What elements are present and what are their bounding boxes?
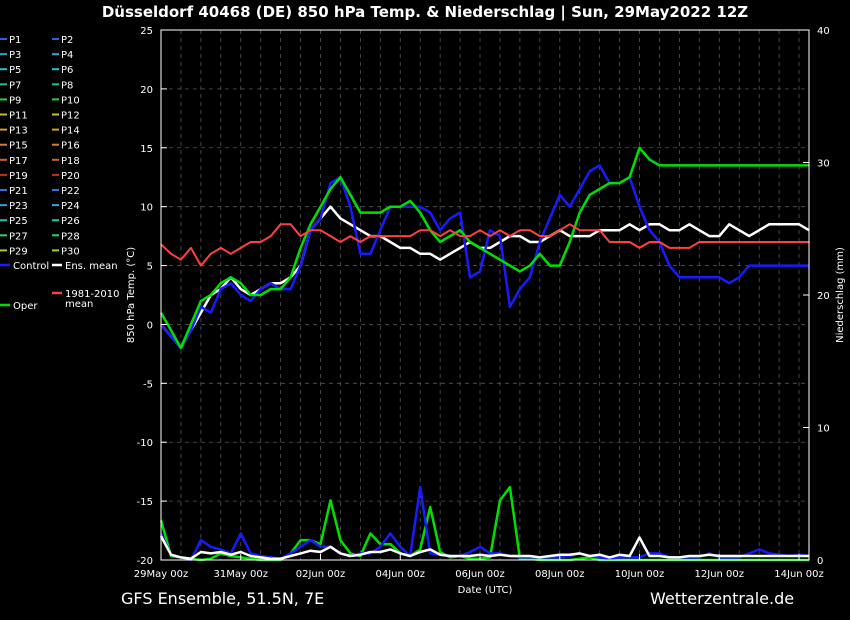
x-axis-label: Date (UTC)	[458, 585, 513, 596]
legend-label: P21	[9, 186, 28, 197]
y-tick-label: 15	[140, 144, 153, 155]
legend-label: P19	[9, 171, 28, 182]
x-tick-label: 14Jun 00z	[774, 569, 824, 580]
legend-label: P8	[61, 80, 73, 91]
precip-line-control	[159, 485, 810, 562]
y-tick-label: -15	[137, 497, 153, 508]
legend: P1 P2 P3 P4 P5 P6 P7 P8 P9 P10 P11 P12 P13 P14 P15 P16 P…	[0, 35, 120, 312]
legend-label: P26	[61, 216, 80, 227]
legend-label: P15	[9, 141, 28, 152]
legend-label: P12	[61, 111, 80, 122]
legend-label: P16	[61, 141, 80, 152]
x-tick-label: 29May 00z	[134, 569, 189, 580]
x-tick-label: 31May 00z	[213, 569, 268, 580]
y-tick-label: 5	[147, 262, 153, 273]
legend-label: P13	[9, 126, 28, 137]
legend-label: P5	[9, 65, 21, 76]
grid	[160, 29, 809, 561]
legend-label: P20	[61, 171, 80, 182]
y-tick-label: 10	[140, 203, 153, 214]
legend-label: P24	[61, 201, 80, 212]
y-tick-label: -10	[137, 438, 153, 449]
legend-label: P3	[9, 50, 21, 61]
legend-label: P6	[61, 65, 73, 76]
legend-label: P18	[61, 156, 80, 167]
y2-tick-label: 30	[817, 159, 830, 170]
y-tick-label: 20	[140, 85, 153, 96]
legend-label: P4	[61, 50, 73, 61]
footer-model-info: GFS Ensemble, 51.5N, 7E	[121, 589, 325, 608]
legend-label: P25	[9, 216, 28, 227]
legend-label: P7	[9, 80, 21, 91]
x-tick-label: 08Jun 00z	[535, 569, 585, 580]
legend-label: P10	[61, 95, 80, 106]
legend-label: 1981-2010 mean	[65, 289, 120, 310]
legend-label: P27	[9, 231, 28, 242]
legend-label: Control	[13, 261, 49, 272]
precip-line-ens-mean	[159, 535, 809, 560]
y-tick-label: 0	[147, 320, 153, 331]
temp-line-oper	[159, 146, 809, 350]
y2-axis-ticks: 40 30 20 10 0	[803, 26, 830, 567]
x-tick-label: 04Jun 00z	[376, 569, 426, 580]
x-tick-label: 12Jun 00z	[695, 569, 745, 580]
legend-label: P17	[9, 156, 28, 167]
x-tick-label: 06Jun 00z	[455, 569, 505, 580]
x-tick-label: 02Jun 00z	[296, 569, 346, 580]
temp-line-1981-2010-mean	[160, 223, 809, 267]
y-tick-label: 25	[140, 26, 153, 37]
legend-label: P30	[61, 246, 80, 257]
legend-label: P22	[61, 186, 80, 197]
legend-label: P29	[9, 246, 28, 257]
legend-label: P14	[61, 126, 80, 137]
y-tick-label: -20	[137, 556, 153, 567]
legend-label: Ens. mean	[65, 261, 118, 272]
y2-tick-label: 40	[817, 26, 830, 37]
y2-tick-label: 20	[817, 291, 830, 302]
legend-label: P9	[9, 95, 21, 106]
y-tick-label: -5	[143, 379, 153, 390]
y-axis-label: 850 hPa Temp. (°C)	[126, 247, 137, 343]
plot-area	[159, 146, 810, 562]
y2-tick-label: 10	[817, 424, 830, 435]
legend-label: P28	[61, 231, 80, 242]
legend-label: P11	[9, 111, 28, 122]
x-axis-ticks: 29May 00z 31May 00z 02Jun 00z 04Jun 00z 06Ju…	[134, 554, 824, 580]
legend-label: Oper	[13, 301, 38, 312]
x-tick-label: 10Jun 00z	[615, 569, 665, 580]
temp-line-control	[160, 164, 809, 350]
y2-axis-label: Niederschlag (mm)	[835, 247, 846, 343]
legend-label: P2	[61, 35, 73, 46]
y2-tick-label: 0	[817, 556, 823, 567]
footer-site: Wetterzentrale.de	[650, 589, 795, 608]
chart-title: Düsseldorf 40468 (DE) 850 hPa Temp. & Ni…	[102, 3, 748, 22]
y-axis-ticks: 25 20 15 10 5 0 -5 -10 -15 -20	[137, 26, 167, 567]
legend-label: P1	[9, 35, 21, 46]
legend-label: P23	[9, 201, 28, 212]
